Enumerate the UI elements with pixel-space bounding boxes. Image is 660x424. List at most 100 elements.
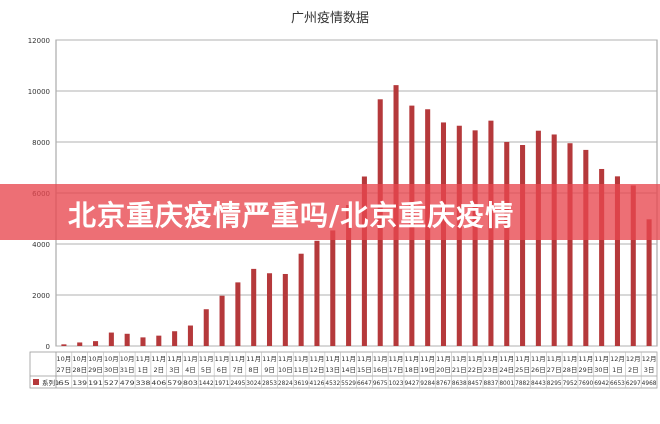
x-tick-label-month: 10月: [120, 355, 135, 363]
x-tick-label-month: 11月: [404, 355, 419, 363]
x-tick-label-month: 11月: [484, 355, 499, 363]
x-tick-label-day: 14日: [341, 366, 356, 374]
bar: [61, 344, 67, 346]
data-label: 2495: [230, 379, 245, 387]
data-label: 8767: [436, 379, 451, 387]
bar: [219, 295, 225, 346]
x-tick-label-month: 11月: [246, 355, 261, 363]
x-tick-label-day: 15日: [357, 366, 372, 374]
data-label: 803: [183, 379, 198, 387]
x-tick-label-month: 11月: [563, 355, 578, 363]
bar: [361, 176, 367, 346]
legend-label: 系列1: [42, 378, 59, 387]
x-tick-label-month: 11月: [357, 355, 372, 363]
y-tick-label: 2000: [32, 292, 50, 300]
x-tick-label-month: 11月: [420, 355, 435, 363]
x-tick-label-day: 4日: [185, 366, 196, 374]
bar: [235, 282, 241, 346]
x-tick-label-day: 10日: [278, 366, 293, 374]
data-label: 5529: [341, 379, 356, 387]
x-tick-label-month: 11月: [167, 355, 182, 363]
x-tick-label-month: 11月: [468, 355, 483, 363]
x-tick-label-month: 11月: [389, 355, 404, 363]
x-tick-label-day: 26日: [531, 366, 546, 374]
x-tick-label-month: 11月: [183, 355, 198, 363]
data-label: 9675: [373, 379, 388, 387]
x-tick-label-day: 11日: [294, 366, 309, 374]
bar: [630, 185, 636, 346]
x-tick-label-month: 11月: [310, 355, 325, 363]
x-tick-label-month: 11月: [278, 355, 293, 363]
x-tick-label-day: 12日: [310, 366, 325, 374]
bar: [93, 341, 99, 346]
x-tick-label-month: 11月: [531, 355, 546, 363]
bar: [314, 240, 320, 346]
x-tick-label-day: 6日: [217, 366, 228, 374]
data-label: 65: [58, 379, 70, 387]
bar: [187, 325, 193, 346]
bar: [346, 205, 352, 346]
legend-swatch: [33, 379, 39, 385]
x-tick-label-day: 30日: [594, 366, 609, 374]
x-tick-label-month: 11月: [499, 355, 514, 363]
data-label: 6653: [610, 379, 625, 387]
x-tick-label-day: 5日: [201, 366, 212, 374]
data-label: 191: [88, 379, 103, 387]
data-label: 1442: [199, 379, 214, 387]
x-tick-label-day: 29日: [88, 366, 103, 374]
bar: [583, 149, 589, 346]
data-label: 8638: [452, 379, 467, 387]
chart-title: 广州疫情数据: [291, 10, 369, 26]
x-tick-label-day: 23日: [484, 366, 499, 374]
bar: [567, 143, 573, 346]
data-label: 8443: [531, 379, 546, 387]
x-tick-label-day: 1日: [138, 366, 149, 374]
x-tick-label-day: 2日: [628, 366, 639, 374]
x-tick-label-day: 8日: [248, 366, 259, 374]
bar: [108, 332, 114, 346]
x-tick-label-day: 30日: [104, 366, 119, 374]
headline-text: 北京重庆疫情严重吗/北京重庆疫情: [68, 199, 515, 232]
y-tick-label: 10000: [28, 88, 50, 96]
data-label: 527: [104, 379, 119, 387]
x-tick-label-month: 11月: [215, 355, 230, 363]
data-label: 6647: [357, 379, 372, 387]
bar: [203, 309, 209, 346]
x-tick-label-month: 11月: [452, 355, 467, 363]
data-label: 6942: [594, 379, 609, 387]
data-label: 3024: [246, 379, 261, 387]
data-label: 406: [151, 379, 166, 387]
x-tick-label-day: 16日: [373, 366, 388, 374]
x-tick-label-month: 12月: [610, 355, 625, 363]
x-tick-label-day: 19日: [420, 366, 435, 374]
data-label: 8295: [547, 379, 562, 387]
x-tick-label-month: 11月: [373, 355, 388, 363]
x-tick-label-month: 11月: [151, 355, 166, 363]
x-tick-label-month: 11月: [230, 355, 245, 363]
y-tick-label: 4000: [32, 241, 50, 249]
x-tick-label-day: 3日: [169, 366, 180, 374]
x-tick-label-month: 11月: [199, 355, 214, 363]
x-tick-label-day: 28日: [563, 366, 578, 374]
data-label: 479: [120, 379, 135, 387]
data-label: 139: [72, 379, 87, 387]
data-label: 4968: [642, 379, 657, 387]
x-tick-label-month: 11月: [325, 355, 340, 363]
x-tick-label-month: 11月: [262, 355, 277, 363]
x-tick-label-day: 20日: [436, 366, 451, 374]
x-tick-label-month: 11月: [341, 355, 356, 363]
bar: [172, 331, 178, 346]
data-label: 4532: [325, 379, 340, 387]
x-tick-label-day: 27日: [547, 366, 562, 374]
x-tick-label-day: 22日: [468, 366, 483, 374]
data-label: 1971: [215, 379, 230, 387]
x-tick-label-month: 11月: [578, 355, 593, 363]
data-label: 8837: [484, 379, 499, 387]
bar: [266, 273, 273, 346]
data-label: 8001: [499, 379, 514, 387]
data-label: 3619: [294, 379, 309, 387]
x-tick-label-month: 11月: [547, 355, 562, 363]
data-table: 10月27日6510月28日13910月29日19110月30日52710月31…: [29, 351, 658, 389]
data-label: 7952: [563, 379, 578, 387]
x-tick-label-day: 21日: [452, 366, 467, 374]
